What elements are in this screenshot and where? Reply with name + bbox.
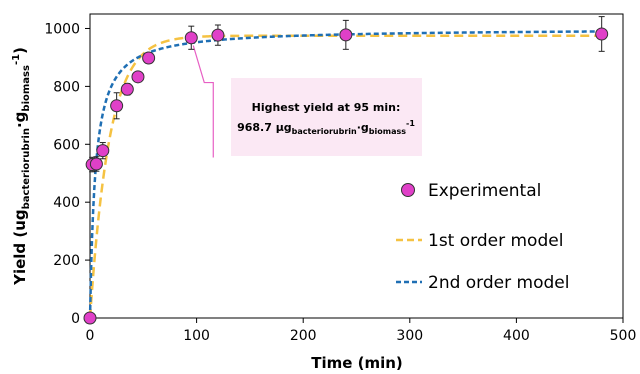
experimental-point: [83, 311, 97, 325]
experimental-point: [120, 82, 134, 96]
x-tick-label: 200: [290, 328, 317, 344]
y-tick-label: 0: [71, 311, 80, 327]
x-axis-title: Time (min): [311, 354, 403, 372]
y-tick-label: 800: [53, 79, 80, 95]
experimental-point: [96, 144, 110, 158]
legend-item-experimental: Experimental: [401, 181, 541, 201]
legend-item-second-order: 2nd order model: [396, 273, 569, 293]
experimental-point: [110, 99, 124, 113]
annotation: Highest yield at 95 min: 968.7 µgbacteri…: [192, 45, 422, 158]
ticks-group: 0 100 200 300 400 500 0 200 400 600 800 1000: [44, 21, 636, 344]
y-axis-title: Yield (ugbacteriorubrin·gbiomass-1): [11, 47, 32, 286]
legend-marker-experimental: [401, 183, 415, 197]
experimental-point: [89, 157, 103, 171]
legend-label-second-order: 2nd order model: [428, 273, 569, 293]
legend-label-first-order: 1st order model: [428, 231, 563, 251]
x-tick-label: 500: [610, 328, 637, 344]
legend-item-first-order: 1st order model: [396, 231, 563, 251]
y-tick-label: 400: [53, 195, 80, 211]
legend: Experimental 1st order model 2nd order m…: [396, 181, 569, 293]
annotation-text-line1: Highest yield at 95 min:: [252, 101, 401, 114]
experimental-points: [83, 16, 609, 325]
experimental-point: [184, 31, 198, 45]
x-tick-label: 0: [86, 328, 95, 344]
annotation-text-line2: 968.7 µgbacteriorubrin·gbiomass-1: [237, 119, 415, 136]
x-tick-label: 400: [503, 328, 530, 344]
experimental-point: [131, 70, 145, 84]
experimental-point: [142, 51, 156, 65]
legend-label-experimental: Experimental: [428, 181, 541, 201]
x-tick-label: 100: [183, 328, 210, 344]
experimental-point: [211, 28, 225, 42]
y-tick-label: 200: [53, 253, 80, 269]
y-tick-label: 600: [53, 137, 80, 153]
experimental-point: [595, 27, 609, 41]
y-tick-label: 1000: [44, 21, 80, 37]
x-tick-label: 300: [396, 328, 423, 344]
experimental-point: [339, 28, 353, 42]
annotation-box: [231, 78, 422, 156]
annotation-leader-line: [192, 45, 214, 158]
